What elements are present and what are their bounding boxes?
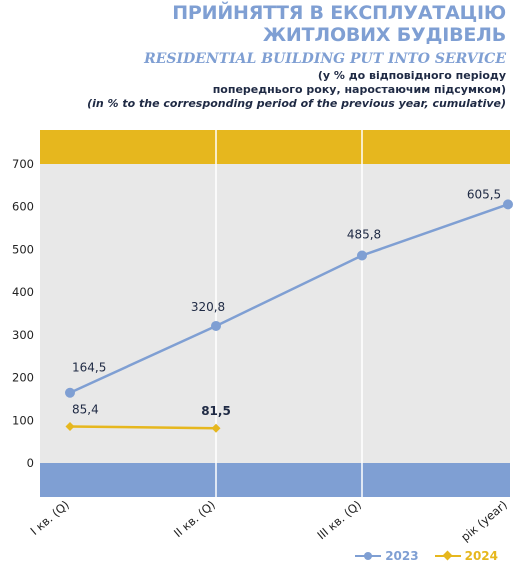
legend-label-2023: 2023 [385,549,419,563]
series-2023-line [69,203,509,394]
legend-item-2023: 2023 [355,549,419,563]
series-2023-data-label: 485,8 [347,227,381,241]
series-2023-data-label: 605,5 [467,187,501,201]
y-tick-label: 300 [12,328,34,342]
y-tick-label: 700 [12,157,34,171]
series-2024-data-label: 85,4 [72,403,99,417]
series-2024-point [65,422,75,432]
y-tick-label: 200 [12,371,34,385]
chart-title-line1: ПРИЙНЯТТЯ В ЕКСПЛУАТАЦІЮ [172,2,506,24]
series-2023-point [65,387,75,398]
series-2024-line [69,425,217,430]
series-2024-point [211,423,221,433]
chart-title-english: RESIDENTIAL BUILDING PUT INTO SERVICE [144,51,506,67]
legend-marker-2024 [434,551,461,561]
series-2023-data-label: 320,8 [191,300,225,314]
chart-title: ПРИЙНЯТТЯ В ЕКСПЛУАТАЦІЮ ЖИТЛОВИХ БУДІВЕ… [172,2,506,46]
series-2023-point [503,199,513,210]
y-tick-label: 0 [27,456,34,470]
legend-label-2024: 2024 [464,549,498,563]
chart-title-line2: ЖИТЛОВИХ БУДІВЕЛЬ [262,24,506,46]
series-2023-point [357,250,367,261]
chart-subtitle-english: (in % to the corresponding period of the… [87,97,506,110]
x-tick-label: II кв. (Q) [171,498,218,541]
legend-item-2024: 2024 [434,549,498,563]
chart-legend: 2023 2024 [355,549,498,563]
top-band [40,130,510,164]
x-tick-label: I кв. (Q) [28,498,72,538]
y-tick-label: 100 [12,413,34,427]
y-tick-label: 500 [12,242,34,256]
series-2023-point [211,320,221,331]
series-2024-data-label: 81,5 [201,404,231,418]
chart-subtitle: (у % до відповідного періоду попередньог… [213,69,506,97]
x-tick-label: III кв. (Q) [314,498,364,543]
x-tick-label: рік (year) [458,498,510,545]
plot-area [40,164,510,463]
chart-subtitle-line2: попереднього року, наростаючим підсумком… [212,83,506,96]
y-tick-label: 400 [12,285,34,299]
legend-marker-2023 [355,551,382,561]
bottom-band [40,463,510,497]
y-tick-label: 600 [12,200,34,214]
chart-subtitle-line1: (у % до відповідного періоду [317,69,506,82]
series-2023-data-label: 164,5 [72,361,106,375]
